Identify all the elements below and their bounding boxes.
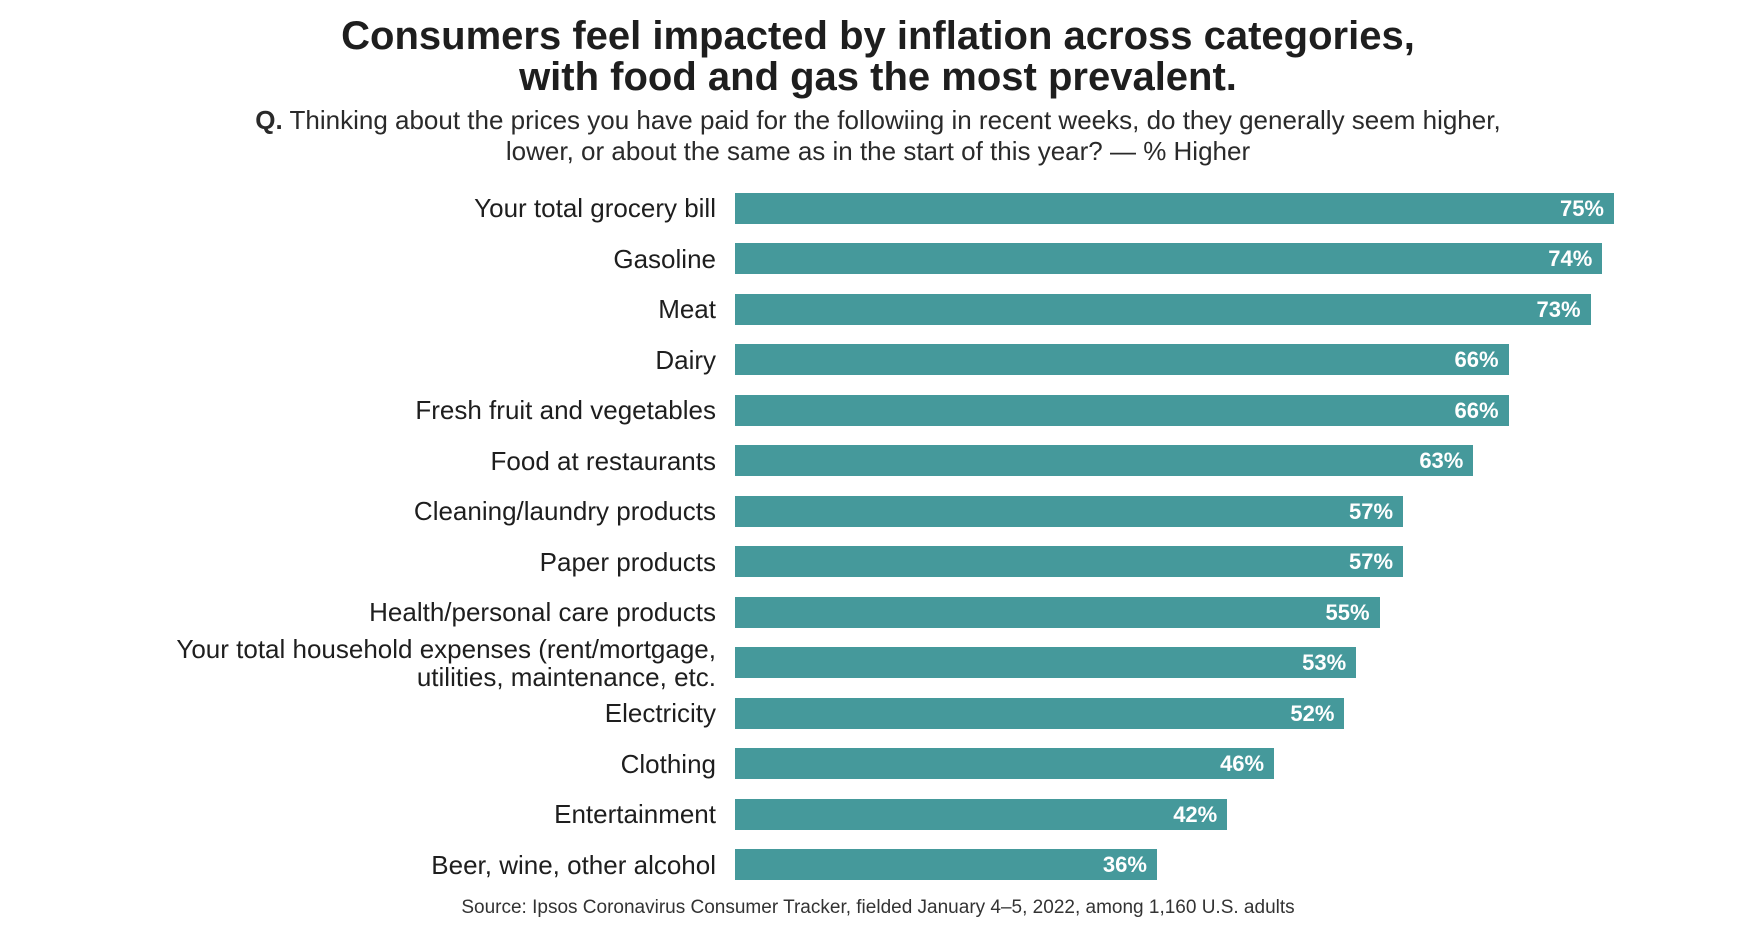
category-label-line: utilities, maintenance, etc. (416, 661, 716, 692)
category-label: Your total grocery bill (474, 194, 716, 222)
bar (735, 192, 1614, 224)
source-note: Source: Ipsos Coronavirus Consumer Track… (461, 897, 1295, 918)
category-label: Cleaning/laundry products (414, 497, 716, 525)
bar (735, 344, 1509, 375)
category-label-line: Fresh fruit and vegetables (415, 395, 716, 425)
category-label-line: Paper products (539, 546, 716, 577)
bar (735, 596, 1380, 628)
chart-title: Consumers feel impacted by inflation acr… (0, 16, 1756, 98)
bar-value-label: 55% (1325, 599, 1370, 625)
chart-title-line-1: Consumers feel impacted by inflation acr… (341, 14, 1415, 58)
category-label: Gasoline (613, 245, 716, 273)
category-label-line: Cleaning/laundry products (413, 496, 716, 526)
bar (735, 697, 1345, 729)
category-label-line: Electricity (604, 698, 716, 728)
bar-value-label: 73% (1536, 296, 1581, 322)
bar-value-label: 66% (1454, 347, 1499, 372)
category-label: Health/personal care products (369, 598, 716, 626)
category-label-line: Food at restaurants (490, 445, 716, 476)
category-label: Beer, wine, other alcohol (431, 851, 716, 879)
category-label-line: Dairy (655, 344, 716, 375)
category-label: Food at restaurants (491, 447, 716, 475)
category-label: Meat (658, 295, 716, 323)
question-line-1: Thinking about the prices you have paid … (289, 105, 1501, 135)
bar (735, 293, 1591, 325)
bar (735, 445, 1474, 476)
category-label-line: Beer, wine, other alcohol (431, 849, 716, 880)
bar-value-label: 53% (1302, 650, 1347, 675)
bar (735, 394, 1509, 426)
category-label-line: Entertainment (554, 799, 716, 829)
category-label: Dairy (655, 346, 716, 374)
bar-value-label: 66% (1454, 397, 1499, 423)
bar (735, 849, 1157, 880)
bar-value-label: 74% (1548, 246, 1593, 271)
category-label: Electricity (605, 699, 716, 727)
bar-value-label: 42% (1173, 801, 1218, 827)
category-label-line: Health/personal care products (369, 597, 716, 627)
chart-title-line-2: with food and gas the most prevalent. (519, 55, 1237, 99)
bar-value-label: 57% (1348, 549, 1394, 574)
question-prefix: Q. (255, 105, 283, 135)
category-label: Fresh fruit and vegetables (415, 396, 716, 424)
category-label-line: Clothing (620, 748, 716, 779)
bar (735, 647, 1357, 678)
bar (735, 243, 1603, 274)
bar (735, 495, 1404, 527)
category-label: Paper products (540, 548, 716, 576)
category-label-line: Your total grocery bill (474, 193, 716, 223)
category-label-line: Gasoline (613, 243, 716, 274)
category-label: Clothing (621, 750, 716, 778)
bar (735, 546, 1404, 577)
bar-value-label: 46% (1220, 751, 1265, 776)
category-label: Entertainment (554, 800, 716, 828)
category-label-line: Your total household expenses (rent/mort… (176, 633, 716, 664)
category-label-line: Meat (658, 294, 716, 324)
bar-value-label: 75% (1559, 195, 1604, 221)
bar (735, 748, 1275, 779)
question-line-2: lower, or about the same as in the start… (505, 136, 1251, 166)
bar-value-label: 63% (1419, 448, 1464, 473)
bar (735, 798, 1228, 830)
bar-value-label: 36% (1102, 852, 1147, 877)
category-label: Your total household expenses (rent/mort… (176, 635, 716, 691)
bar-value-label: 57% (1348, 498, 1394, 524)
bar-value-label: 52% (1290, 700, 1335, 726)
survey-question: Q. Thinking about the prices you have pa… (0, 105, 1756, 167)
